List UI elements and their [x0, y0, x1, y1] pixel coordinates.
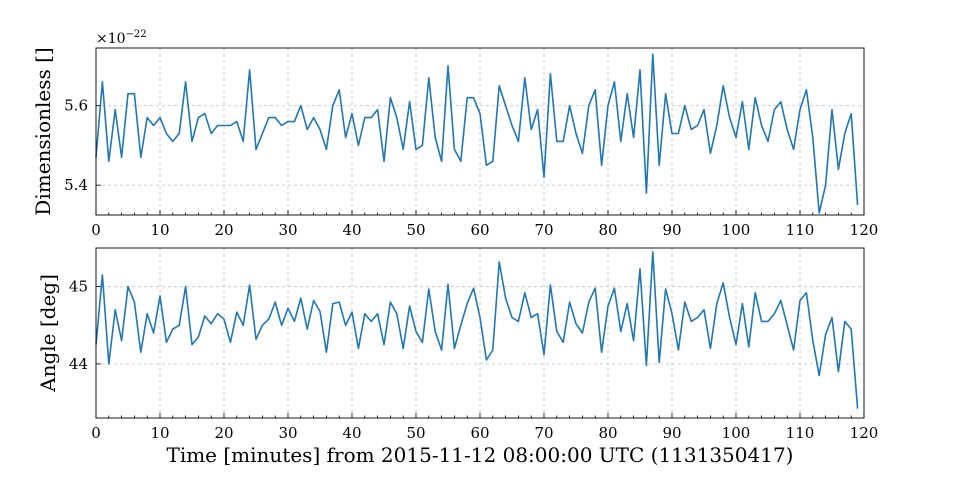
x-tick-label: 70: [534, 221, 553, 239]
x-tick-label: 40: [342, 424, 361, 442]
x-tick-label: 10: [150, 424, 169, 442]
x-tick-label: 0: [91, 221, 101, 239]
y-axis-label: Dimensionless []: [31, 47, 55, 215]
x-tick-label: 120: [850, 424, 879, 442]
x-axis-label: Time [minutes] from 2015-11-12 08:00:00 …: [166, 443, 793, 467]
axes-frame: [95, 247, 865, 419]
series-line: [95, 251, 859, 409]
top-chart-panel: 0 10 20 30 40 50 60 70 80 90 100 110 120 5.4 5.6 Dimens…: [31, 29, 878, 268]
y-tick-label: 45: [69, 278, 88, 296]
scale-exponent: −22: [126, 29, 147, 40]
x-tick-label: 40: [342, 221, 361, 239]
scale-offset-label: ×10−22: [96, 29, 147, 47]
x-tick-label: 0: [91, 424, 101, 442]
y-tick-label: 44: [69, 355, 88, 373]
x-tick-label: 120: [850, 221, 879, 239]
y-tick-label: 5.4: [64, 176, 88, 194]
x-tick-label: 10: [150, 221, 169, 239]
x-tick-label: 110: [786, 424, 815, 442]
series-line: [95, 53, 859, 214]
x-tick-label: 30: [278, 221, 297, 239]
x-tick-label: 100: [722, 424, 751, 442]
bottom-chart-panel: 0 10 20 30 40 50 60 70 80 90 100 110 120 44 45 Angle [d…: [36, 247, 879, 467]
x-tick-label: 90: [662, 424, 681, 442]
x-tick-label: 70: [534, 424, 553, 442]
x-tick-label: 50: [406, 221, 425, 239]
y-axis-label: Angle [deg]: [36, 274, 60, 393]
x-tick-label: 30: [278, 424, 297, 442]
x-tick-label: 60: [470, 424, 489, 442]
x-tick-label: 60: [470, 221, 489, 239]
x-tick-label: 80: [598, 424, 617, 442]
x-tick-label: 20: [214, 424, 233, 442]
y-tick-label: 5.6: [64, 97, 88, 115]
x-tick-label: 80: [598, 221, 617, 239]
x-tick-label: 110: [786, 221, 815, 239]
x-tick-label: 50: [406, 424, 425, 442]
x-tick-label: 20: [214, 221, 233, 239]
axes-frame: [95, 47, 865, 216]
x-tick-label: 100: [722, 221, 751, 239]
x-tick-label: 90: [662, 221, 681, 239]
